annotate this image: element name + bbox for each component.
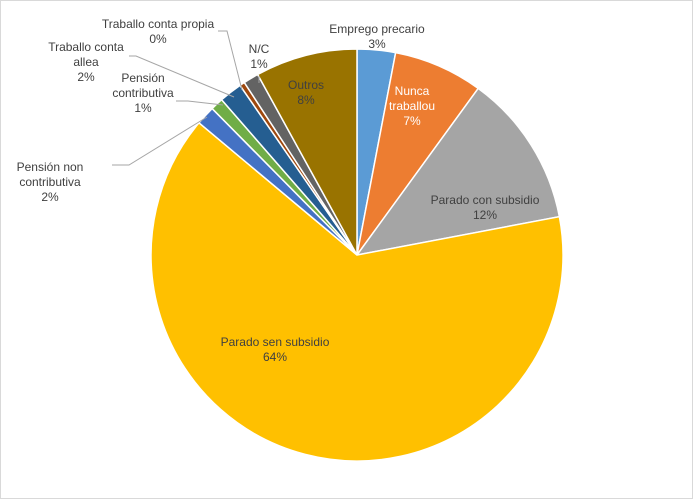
data-label-category: Pensión [121, 71, 164, 85]
data-label: Pensión contributiva 1% [112, 71, 174, 115]
data-label-percent: 0% [149, 32, 167, 46]
data-label-category: traballou [389, 99, 435, 113]
data-label-category: contributiva [112, 86, 174, 100]
data-label: Pensión non contributiva 2% [17, 160, 84, 204]
leader-lines [112, 30, 260, 166]
data-label-category: Traballo conta [48, 40, 124, 54]
data-label-percent: 3% [368, 37, 386, 51]
data-label-percent: 1% [134, 101, 152, 115]
data-label: Traballo conta propia 0% [102, 17, 215, 46]
data-label-percent: 8% [297, 93, 315, 107]
data-label-percent: 1% [250, 57, 268, 71]
data-label-category: Nunca [395, 84, 430, 98]
data-label: Outros 8% [288, 78, 324, 107]
leader-line [129, 55, 235, 98]
leader-line [218, 30, 243, 91]
pie-slice-parado-sen-subsidio [150, 121, 564, 462]
data-label-percent: 12% [473, 208, 497, 222]
data-label-category: Parado sen subsidio [221, 335, 330, 349]
data-label-category: N/C [249, 42, 270, 56]
data-label: Parado sen subsidio 64% [221, 335, 330, 364]
data-label-category: allea [73, 55, 99, 69]
pie-slice-parado-con-subsidio [355, 87, 561, 257]
data-label: Parado con subsidio 12% [431, 193, 540, 222]
data-label: Nunca traballou 7% [389, 84, 435, 128]
data-label-percent: 2% [77, 70, 95, 84]
data-label: N/C 1% [249, 42, 270, 71]
data-label: Emprego precario 3% [329, 22, 425, 51]
data-label-percent: 64% [263, 350, 287, 364]
data-label-category: Outros [288, 78, 324, 92]
data-label-category: Traballo conta propia [102, 17, 215, 31]
data-label-category: Pensión non [17, 160, 84, 174]
data-label-category: contributiva [19, 175, 81, 189]
data-labels: Emprego precario 3% Nunca traballou 7% Parado… [17, 17, 540, 364]
data-label-category: Parado con subsidio [431, 193, 540, 207]
data-label-category: Emprego precario [329, 22, 425, 36]
pie-slice-outros [256, 48, 358, 256]
leader-line [112, 116, 208, 166]
data-label-percent: 2% [41, 190, 59, 204]
data-label-percent: 7% [403, 114, 421, 128]
pie-slices [150, 48, 564, 462]
leader-line [176, 100, 224, 106]
data-label: Traballo conta allea 2% [48, 40, 124, 84]
